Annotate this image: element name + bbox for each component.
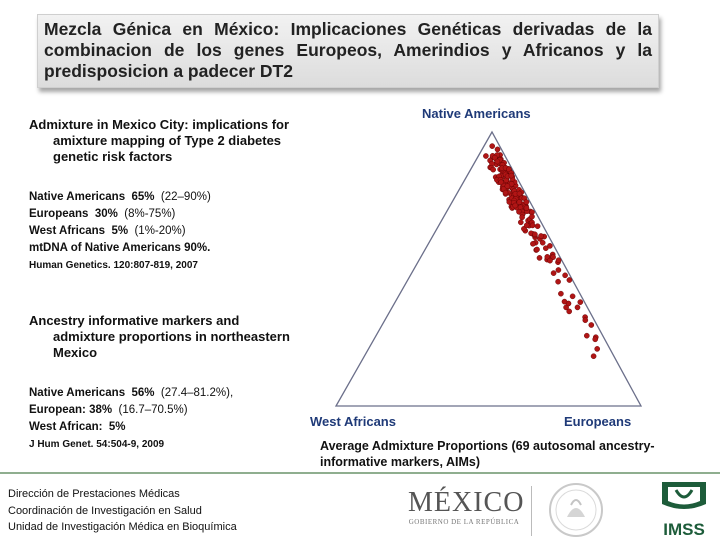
logo-divider (531, 486, 532, 536)
scatter-point (538, 233, 544, 239)
scatter-point (566, 308, 573, 315)
ternary-plot: Native Americans West Africans Europeans… (296, 96, 672, 474)
scatter-point (555, 257, 562, 263)
scatter-point (536, 255, 543, 261)
scatter-point (532, 231, 538, 238)
ternary-triangle (334, 130, 643, 407)
study2-heading: Ancestry informative markers and admixtu… (29, 313, 319, 361)
scatter-point (523, 222, 530, 229)
scatter-point (550, 270, 557, 276)
scatter-point (516, 199, 523, 205)
scatter-point (498, 179, 504, 186)
scatter-point (534, 246, 540, 253)
vertex-label-west-africans: West Africans (310, 414, 396, 429)
vertex-label-europeans: Europeans (564, 414, 632, 429)
scatter-point (539, 239, 546, 246)
scatter-point (512, 202, 519, 209)
study2-row: European: 38% (16.7–70.5%) (29, 404, 188, 416)
scatter-point (569, 293, 576, 300)
study1-heading-line3: genetic risk factors (53, 149, 173, 164)
vertex-label-native-americans: Native Americans (422, 106, 531, 121)
scatter-point (547, 243, 553, 249)
study2-reference: J Hum Genet. 54:504-9, 2009 (29, 439, 165, 450)
ternary-points (483, 143, 601, 360)
mexico-logo: MÉXICO GOBIERNO DE LA REPÚBLICA (408, 487, 525, 534)
scatter-point (582, 317, 589, 323)
footer-divider (0, 472, 720, 474)
scatter-point (529, 213, 535, 220)
imss-logo-word: IMSS (663, 520, 705, 539)
scatter-point (504, 183, 511, 189)
footer-line3: Unidad de Investigación Médica en Bioquí… (8, 521, 237, 533)
scatter-point (555, 278, 561, 285)
scatter-point (490, 166, 496, 173)
scatter-point (491, 154, 498, 161)
scatter-point (523, 199, 530, 205)
mexico-logo-word: MÉXICO (408, 487, 525, 518)
scatter-point (590, 353, 597, 360)
scatter-point (594, 346, 601, 352)
scatter-point (547, 257, 553, 264)
scatter-point (519, 214, 525, 221)
plot-caption: Average Admixture Proportions (69 autoso… (320, 439, 655, 469)
study2-heading-line2: admixture proportions in northeastern (53, 329, 290, 344)
scatter-point (523, 205, 530, 211)
study2-row: West African: 5% (29, 421, 126, 433)
scatter-point (516, 190, 523, 197)
scatter-point (577, 299, 584, 305)
scatter-point (502, 189, 509, 196)
scatter-point (562, 272, 568, 279)
study1-row: Europeans 30% (8%-75%) (29, 208, 176, 220)
page-title: Mezcla Génica en México: Implicaciones G… (44, 19, 652, 81)
footer-line1: Dirección de Prestaciones Médicas (8, 488, 180, 500)
scatter-point (530, 240, 536, 247)
study1-stats: Native Americans 65% (22–90%) Europeans … (29, 189, 211, 274)
scatter-point (588, 322, 595, 328)
scatter-point (483, 153, 489, 159)
scatter-point (561, 298, 568, 305)
study1-heading-line2: amixture mapping of Type 2 diabetes (53, 133, 282, 148)
study2-row: Native Americans 56% (27.4–81.2%), (29, 387, 234, 399)
scatter-point (508, 172, 515, 179)
scatter-point (494, 146, 501, 153)
footer-line2: Coordinación de Investigación en Salud (8, 504, 202, 517)
study1-heading: Admixture in Mexico City: implications f… (29, 117, 324, 165)
scatter-point (555, 267, 562, 273)
study2-stats: Native Americans 56% (27.4–81.2%), Europ… (29, 385, 233, 453)
scatter-point (566, 277, 573, 283)
scatter-point (574, 304, 581, 311)
scatter-point (592, 336, 599, 343)
study1-reference: Human Genetics. 120:807-819, 2007 (29, 260, 198, 271)
mexico-logo-sub: GOBIERNO DE LA REPÚBLICA (408, 518, 520, 526)
scatter-point (508, 181, 515, 187)
study1-row: West Africans 5% (1%-20%) (29, 225, 186, 237)
imss-logo-icon: IMSS (662, 482, 706, 539)
study1-row: Native Americans 65% (22–90%) (29, 191, 211, 203)
study2-heading-line1: Ancestry informative markers and (29, 313, 240, 328)
scatter-point (489, 143, 495, 149)
scatter-point (583, 332, 590, 339)
study1-row: mtDNA of Native Americans 90%. (29, 242, 211, 254)
scatter-point (529, 222, 536, 229)
scatter-point (517, 219, 524, 226)
title-banner: Mezcla Génica en México: Implicaciones G… (37, 14, 659, 88)
study2-heading-line3: Mexico (53, 345, 98, 360)
national-seal-icon (549, 483, 603, 537)
ternary-plot-svg (334, 130, 643, 407)
scatter-point (534, 223, 541, 229)
footer-text: Dirección de Prestaciones Médicas Coordi… (8, 486, 237, 536)
study1-heading-line1: Admixture in Mexico City: implications f… (29, 117, 290, 132)
scatter-point (494, 158, 501, 165)
scatter-point (558, 290, 564, 297)
